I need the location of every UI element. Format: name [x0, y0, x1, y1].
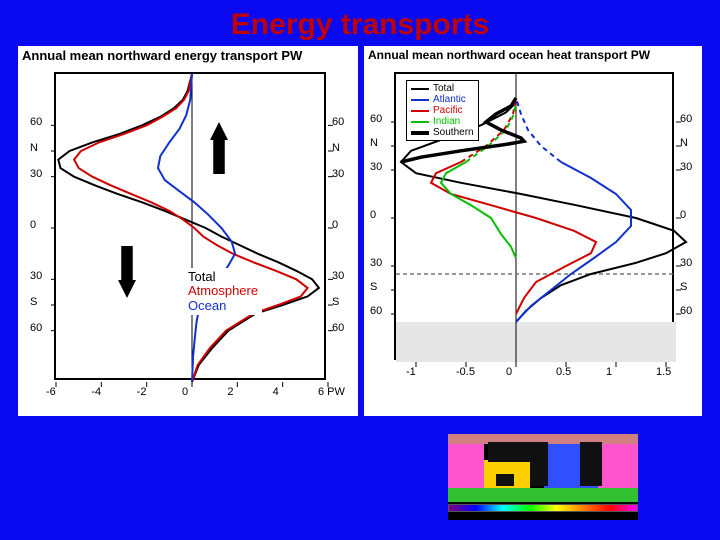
x-tick-label: -4	[91, 386, 101, 398]
x-tick-label: -0.5	[456, 366, 475, 378]
y-tick-label-right: N	[680, 137, 688, 149]
y-tick-label-left: 30	[370, 257, 382, 269]
y-tick-label-right: S	[332, 296, 339, 308]
y-tick-label-left: S	[30, 296, 37, 308]
basin-southern	[448, 488, 638, 502]
y-tick-label-left: 60	[370, 113, 382, 125]
x-tick-label: -6	[46, 386, 56, 398]
y-tick-label-left: 0	[30, 219, 36, 231]
legend-label: Pacific	[433, 105, 462, 116]
basin-pacific-e	[598, 444, 638, 488]
x-tick-label: -1	[406, 366, 416, 378]
basin-land-aus	[496, 474, 514, 486]
legend-label: Atmosphere	[188, 284, 258, 298]
y-tick-label-left: N	[30, 142, 38, 154]
charts-row: Annual mean northward energy transport P…	[0, 46, 720, 416]
y-tick-label-left: N	[370, 137, 378, 149]
y-tick-label-left: 60	[30, 322, 42, 334]
series-total	[58, 74, 319, 382]
legend-label: Indian	[433, 116, 460, 127]
y-tick-label-right: 30	[680, 161, 692, 173]
basin-pacific-w	[448, 444, 484, 488]
y-tick-label-right: 0	[680, 209, 686, 221]
y-tick-label-left: 0	[370, 209, 376, 221]
x-tick-label: -2	[137, 386, 147, 398]
legend-item: Ocean	[188, 299, 258, 313]
basin-land-africa	[530, 458, 548, 486]
y-tick-label-right: 30	[680, 257, 692, 269]
legend: TotalAtmosphereOcean	[184, 268, 262, 315]
x-tick-label: 1.5	[656, 366, 671, 378]
legend-label: Ocean	[188, 299, 226, 313]
legend-item: Total	[411, 83, 474, 94]
basin-land-americas	[580, 442, 602, 486]
legend-item: Atmosphere	[188, 284, 258, 298]
x-tick-label: 1	[606, 366, 612, 378]
legend-item: Atlantic	[411, 94, 474, 105]
y-tick-label-left: S	[370, 281, 377, 293]
y-tick-label-right: N	[332, 142, 340, 154]
legend-label: Southern	[433, 127, 474, 138]
x-tick-label: 6 PW	[318, 386, 345, 398]
legend: TotalAtlanticPacificIndianSouthern	[406, 80, 479, 141]
y-tick-label-right: 60	[332, 322, 344, 334]
y-tick-label-left: 30	[30, 168, 42, 180]
legend-label: Atlantic	[433, 94, 466, 105]
y-tick-label-right: S	[680, 281, 687, 293]
legend-item: Pacific	[411, 105, 474, 116]
x-tick-label: 0	[182, 386, 188, 398]
left-chart-panel: Annual mean northward energy transport P…	[18, 46, 358, 416]
y-tick-label-left: 30	[30, 270, 42, 282]
left-chart-title: Annual mean northward energy transport P…	[22, 46, 358, 63]
x-tick-label: 0.5	[556, 366, 571, 378]
right-chart-title: Annual mean northward ocean heat transpo…	[368, 46, 702, 62]
legend-item: Southern	[411, 127, 474, 138]
y-tick-label-right: 30	[332, 270, 344, 282]
series-atlantic-dash	[516, 98, 561, 162]
right-chart-panel: Annual mean northward ocean heat transpo…	[364, 46, 702, 416]
x-tick-label: 2	[227, 386, 233, 398]
y-tick-label-right: 60	[680, 305, 692, 317]
y-tick-label-left: 60	[370, 305, 382, 317]
x-tick-label: 0	[506, 366, 512, 378]
y-tick-label-right: 60	[332, 116, 344, 128]
x-tick-label: 4	[273, 386, 279, 398]
legend-label: Total	[433, 83, 454, 94]
ocean-basin-map: Ocean Basins	[448, 434, 638, 520]
plot-area	[54, 72, 326, 380]
series-pacific	[431, 162, 596, 314]
colorbar	[448, 504, 638, 512]
series-atmosphere	[74, 74, 308, 382]
y-tick-label-right: 60	[680, 113, 692, 125]
y-tick-label-left: 60	[30, 116, 42, 128]
legend-label: Total	[188, 270, 215, 284]
y-tick-label-right: 0	[332, 219, 338, 231]
y-tick-label-right: 30	[332, 168, 344, 180]
legend-item: Indian	[411, 116, 474, 127]
page-title: Energy transports	[0, 0, 720, 46]
legend-item: Total	[188, 270, 258, 284]
y-tick-label-left: 30	[370, 161, 382, 173]
series-atlantic	[516, 162, 631, 322]
